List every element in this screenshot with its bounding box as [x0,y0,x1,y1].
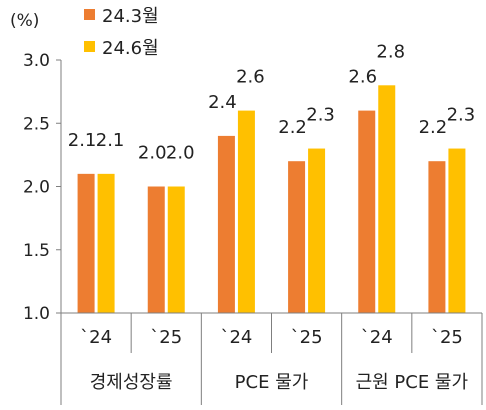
x-group-label: 근원 PCE 물가 [356,372,468,393]
bar [448,148,466,313]
bar [288,161,306,313]
data-label: 2.2 [419,117,448,138]
x-category-label: `25 [431,327,463,348]
data-label: 2.1 [96,130,125,151]
data-labels: 2.1 2.12.0 2.02.42.62.22.32.62.82.22.3 [68,41,475,163]
bars [77,85,466,313]
data-label: 2.0 [138,143,167,164]
x-group-label: 경제성장률 [90,372,173,393]
x-category-label: `24 [220,327,252,348]
bar [147,186,165,313]
x-group-label: PCE 물가 [235,372,309,393]
bar [358,110,376,313]
bar [97,173,115,313]
bar [217,135,235,313]
data-label: 2.0 [166,143,195,164]
legend-label-jun: 24.6월 [102,38,159,59]
data-label: 2.6 [236,67,265,88]
y-tick-label: 3.0 [23,51,50,71]
bar [77,173,95,313]
data-label: 2.8 [376,41,405,62]
y-axis: 1.0 1.5 2.0 2.5 3.0 [23,51,62,324]
y-tick-label: 2.0 [23,178,50,198]
data-label: 2.1 [68,130,97,151]
bar [378,85,396,313]
bar [167,186,185,313]
bar [308,148,326,313]
legend-swatch-mar [84,9,95,20]
x-category-label: `24 [80,327,112,348]
x-axis: `24 `25 `24 `25 `24 `25 경제성장률 PCE 물가 근원 PCE 물가 [60,312,483,405]
y-tick-label: 2.5 [23,114,50,134]
legend-label-mar: 24.3월 [102,6,159,27]
y-tick-label: 1.0 [23,304,50,324]
data-label: 2.2 [278,117,307,138]
data-label: 2.3 [306,105,335,126]
data-label: 2.4 [208,92,237,113]
legend: 24.3월 24.6월 [84,6,159,59]
x-category-label: `25 [150,327,182,348]
y-tick-label: 1.5 [23,241,50,261]
bar [428,161,446,313]
legend-swatch-jun [84,41,95,52]
bar [237,110,255,313]
x-category-label: `25 [291,327,323,348]
data-label: 2.3 [447,105,476,126]
y-unit-label: (%) [10,11,39,31]
x-category-label: `24 [361,327,393,348]
data-label: 2.6 [348,67,377,88]
